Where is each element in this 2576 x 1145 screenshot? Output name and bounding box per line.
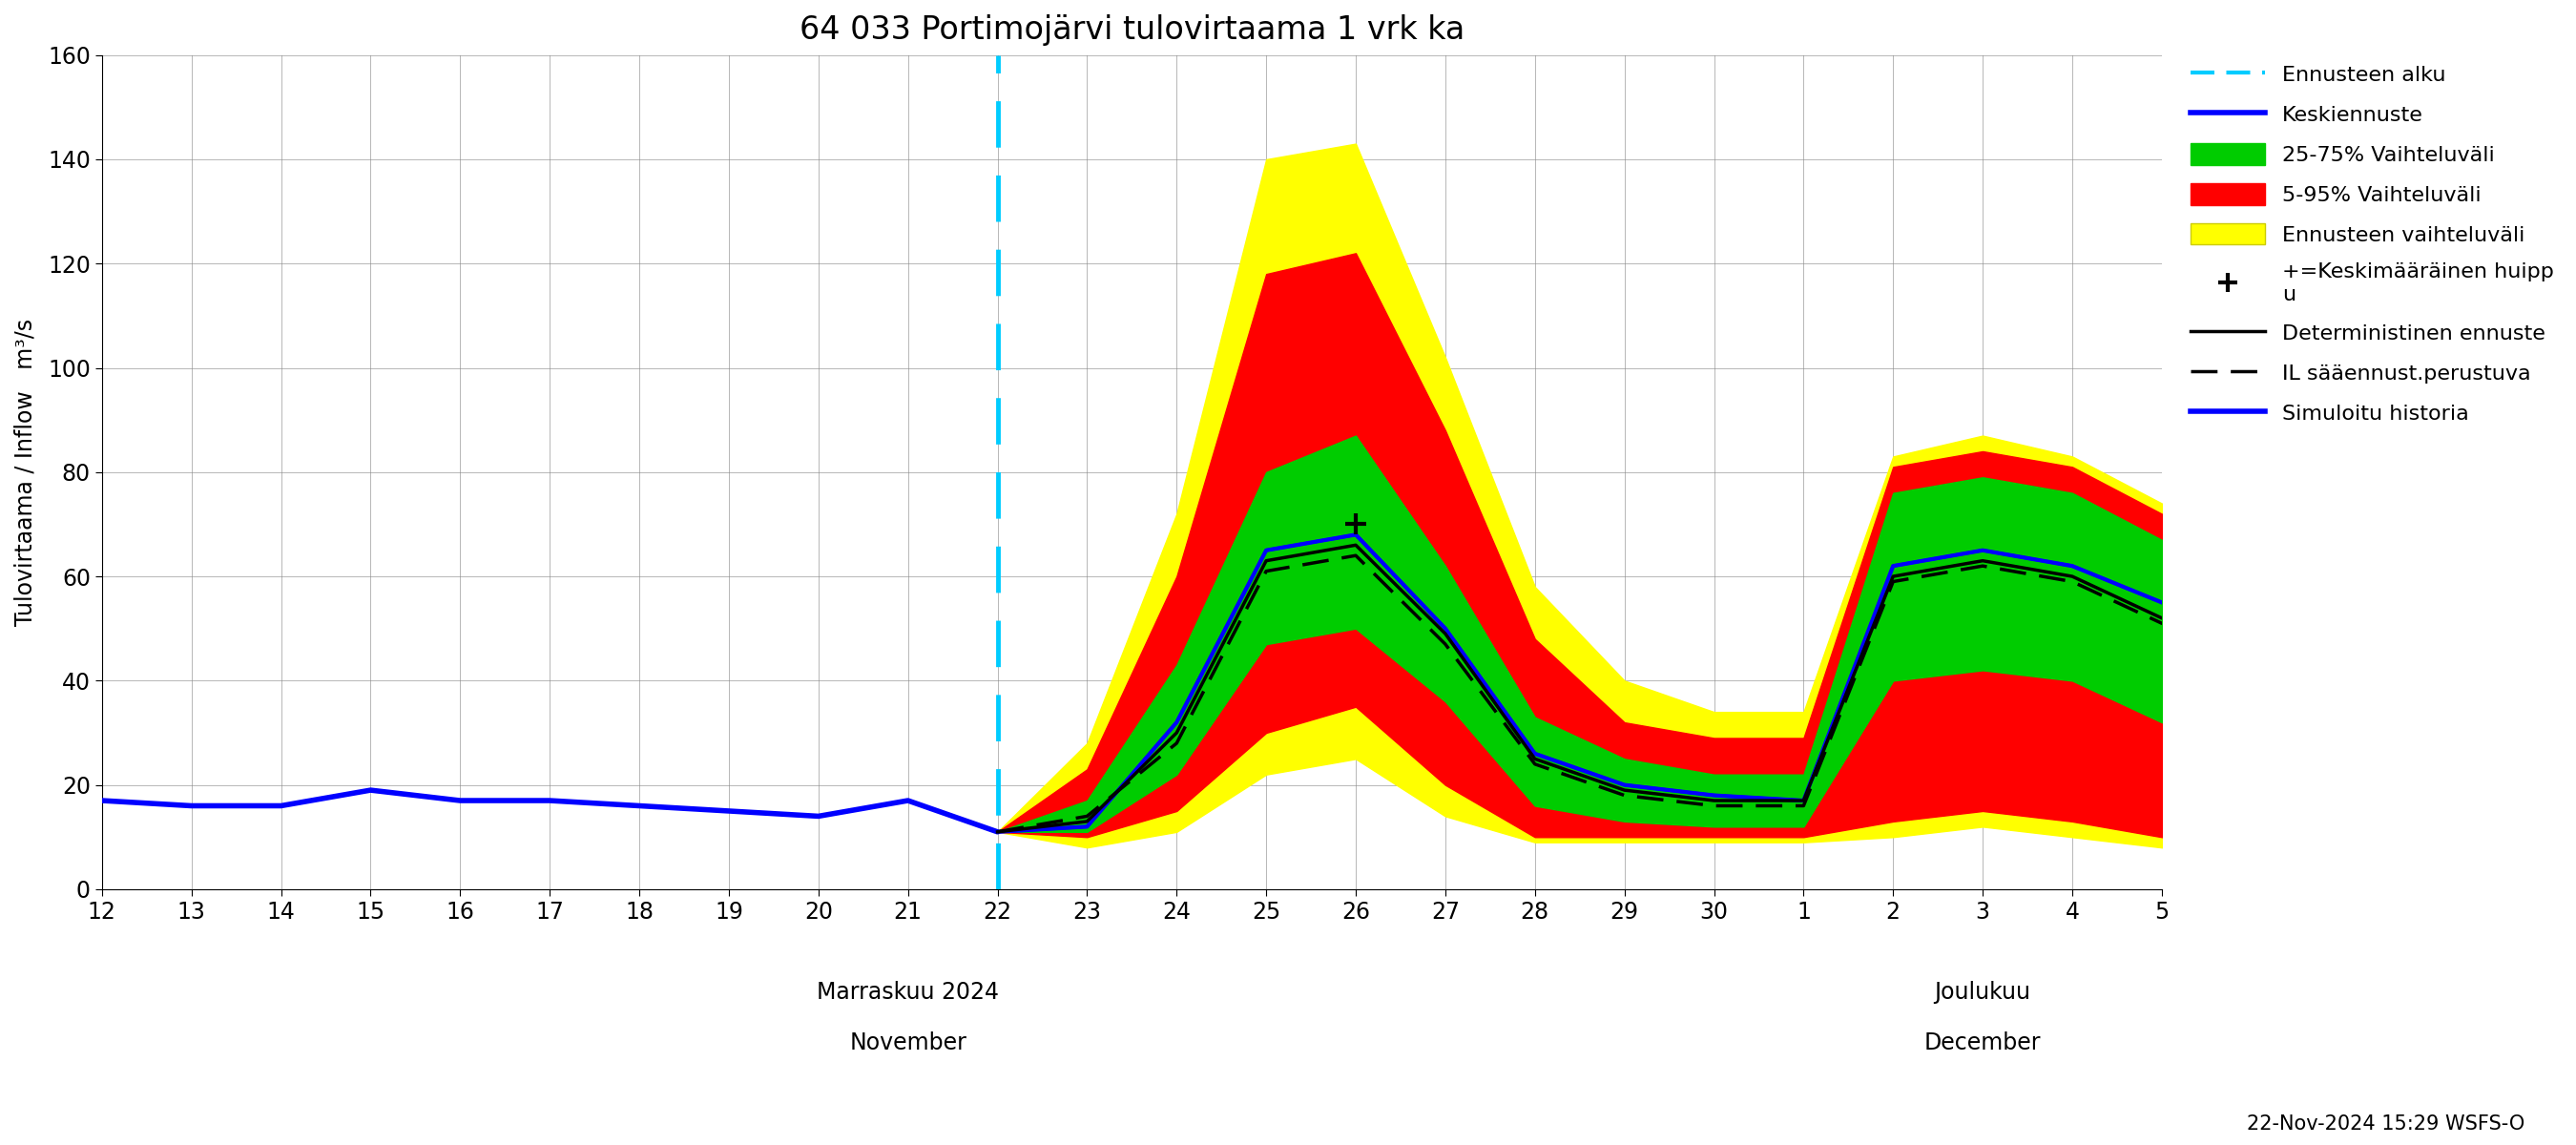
Text: Marraskuu 2024: Marraskuu 2024 <box>817 981 999 1004</box>
Text: Joulukuu: Joulukuu <box>1935 981 2030 1004</box>
Text: 22-Nov-2024 15:29 WSFS-O: 22-Nov-2024 15:29 WSFS-O <box>2246 1114 2524 1134</box>
Title: 64 033 Portimojärvi tulovirtaama 1 vrk ka: 64 033 Portimojärvi tulovirtaama 1 vrk k… <box>799 14 1466 46</box>
Text: December: December <box>1924 1030 2040 1053</box>
Text: November: November <box>850 1030 966 1053</box>
Y-axis label: Tulovirtaama / Inflow   m³/s: Tulovirtaama / Inflow m³/s <box>15 318 36 626</box>
Legend: Ennusteen alku, Keskiennuste, 25-75% Vaihteluväli, 5-95% Vaihteluväli, Ennusteen: Ennusteen alku, Keskiennuste, 25-75% Vai… <box>2182 55 2563 432</box>
